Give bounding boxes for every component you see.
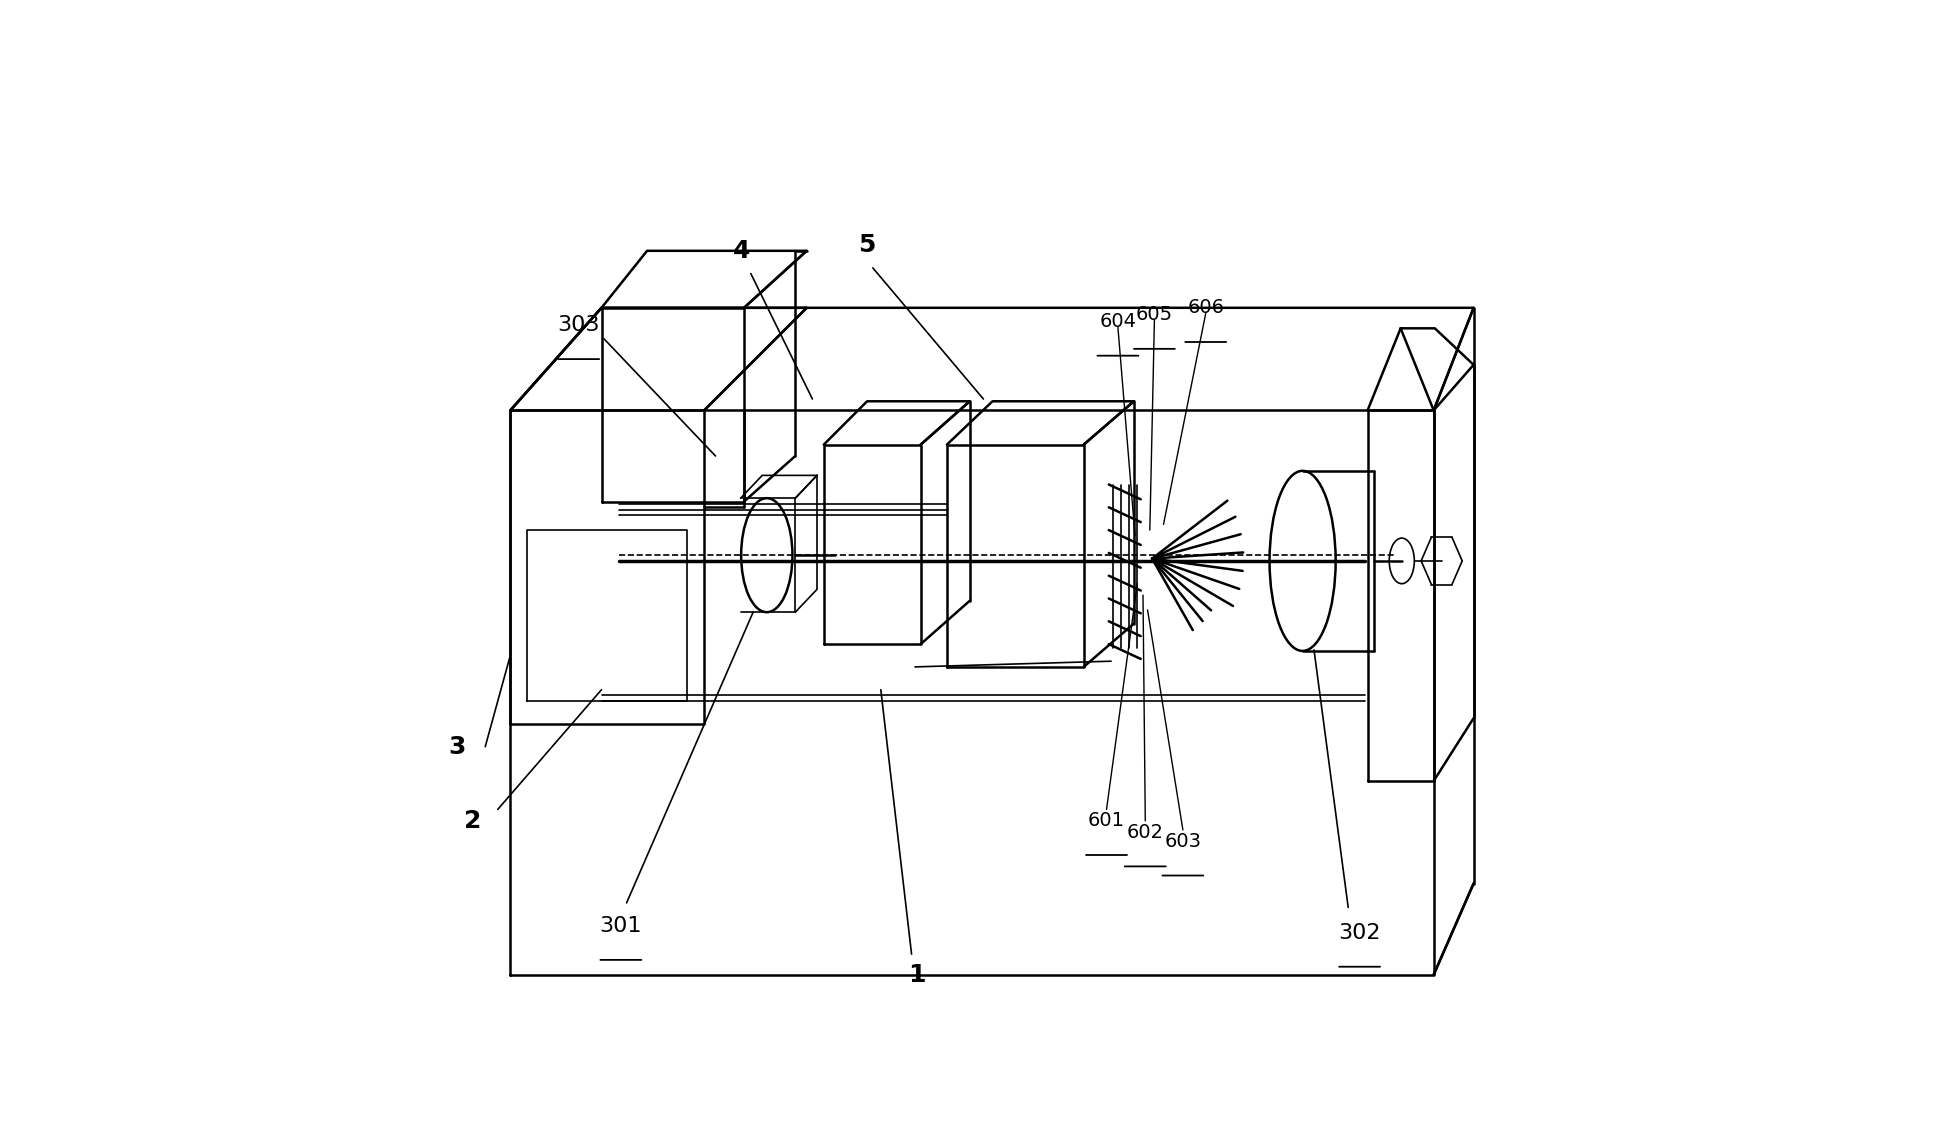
Text: 2: 2 (465, 808, 482, 833)
Text: 602: 602 (1128, 823, 1164, 841)
Text: 604: 604 (1100, 312, 1137, 331)
Text: 603: 603 (1164, 832, 1201, 850)
Text: 601: 601 (1089, 812, 1126, 830)
Text: 302: 302 (1337, 922, 1380, 943)
Text: 605: 605 (1135, 306, 1172, 324)
Text: 4: 4 (733, 238, 750, 263)
Text: 606: 606 (1188, 299, 1225, 317)
Text: 5: 5 (859, 233, 877, 258)
Text: 301: 301 (599, 915, 642, 936)
Text: 1: 1 (908, 962, 925, 987)
Text: 303: 303 (558, 315, 601, 335)
Text: 3: 3 (447, 734, 465, 759)
